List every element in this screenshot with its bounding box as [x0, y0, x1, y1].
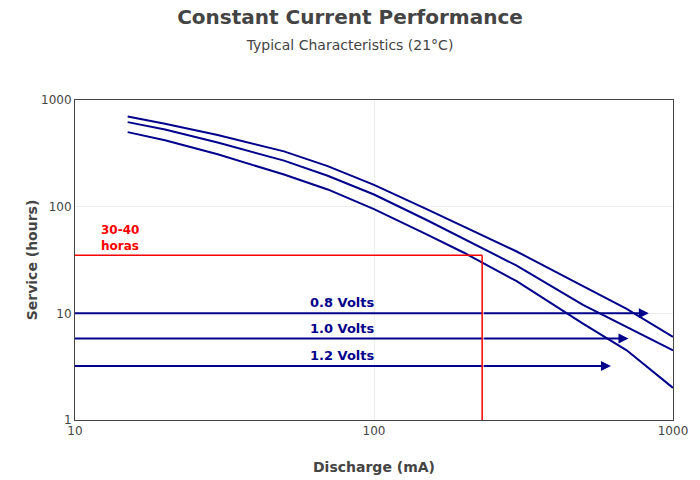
svg-text:1000: 1000 — [41, 93, 72, 107]
svg-text:100: 100 — [363, 424, 386, 438]
svg-text:10: 10 — [67, 424, 82, 438]
svg-text:1000: 1000 — [658, 424, 689, 438]
svg-text:0.8 Volts: 0.8 Volts — [310, 295, 375, 310]
svg-text:Service (hours): Service (hours) — [24, 200, 40, 321]
svg-text:1: 1 — [64, 413, 72, 427]
svg-text:30-40horas: 30-40horas — [101, 223, 139, 253]
svg-text:10: 10 — [56, 307, 71, 321]
svg-text:1.2 Volts: 1.2 Volts — [310, 348, 375, 363]
svg-text:Constant Current PerformanceTy: Constant Current PerformanceTypical Char… — [177, 5, 523, 53]
svg-text:100: 100 — [49, 200, 72, 214]
svg-text:1.0 Volts: 1.0 Volts — [310, 321, 375, 336]
svg-text:Discharge (mA): Discharge (mA) — [313, 459, 435, 475]
